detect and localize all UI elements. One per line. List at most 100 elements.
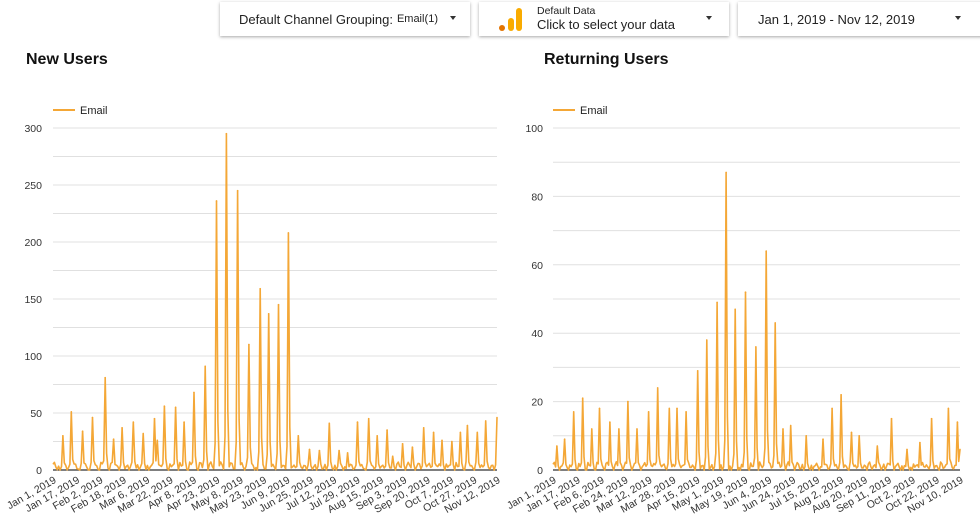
data-point (248, 343, 250, 346)
data-point (609, 421, 611, 423)
data-point (401, 442, 404, 445)
y-tick-label: 0 (36, 465, 42, 477)
data-point (744, 291, 747, 293)
data-point (876, 445, 879, 447)
data-point (432, 431, 435, 434)
data-source-label: Default Data (537, 5, 596, 17)
data-point (215, 200, 218, 202)
y-tick-label: 0 (537, 465, 543, 477)
data-point (676, 407, 678, 410)
legend-label: Email (580, 105, 608, 117)
data-point (831, 407, 833, 410)
data-point (705, 339, 708, 341)
y-tick-label: 300 (24, 123, 42, 135)
data-point (367, 417, 370, 420)
analytics-logo-icon (499, 8, 522, 31)
data-point (765, 250, 767, 252)
data-point (193, 391, 195, 394)
data-point (132, 421, 135, 423)
data-point (267, 313, 270, 315)
y-tick-label: 100 (24, 351, 42, 363)
channel-filter-label: Default Channel Grouping: (239, 11, 393, 27)
data-point (725, 171, 727, 174)
data-point (356, 421, 359, 423)
data-point (930, 417, 933, 420)
y-tick-label: 200 (24, 237, 42, 249)
data-point (204, 365, 207, 368)
y-tick-label: 60 (531, 260, 543, 272)
data-point (805, 435, 808, 437)
data-source-selector[interactable]: Default Data Click to select your data (479, 2, 729, 36)
data-point (618, 428, 620, 430)
data-point (346, 452, 349, 454)
data-point (782, 428, 784, 430)
data-point (70, 411, 73, 413)
data-point (947, 407, 950, 410)
date-range-selector[interactable]: Jan 1, 2019 - Nov 12, 2019 (738, 2, 980, 36)
date-range-value: Jan 1, 2019 - Nov 12, 2019 (758, 11, 915, 27)
data-point (81, 430, 84, 433)
data-point (956, 421, 959, 423)
data-point (734, 308, 736, 311)
data-point (840, 393, 842, 396)
data-point (391, 455, 394, 458)
data-point (328, 422, 331, 425)
data-point (183, 421, 185, 423)
data-point (484, 420, 487, 422)
data-point (850, 431, 853, 434)
data-point (716, 301, 718, 304)
data-point (556, 445, 558, 447)
data-point (338, 449, 340, 452)
chevron-down-icon (450, 16, 456, 20)
data-point (156, 439, 159, 442)
data-point (668, 407, 671, 410)
data-point (496, 416, 498, 419)
chevron-down-icon (955, 16, 961, 20)
y-tick-label: 20 (531, 397, 543, 409)
data-point (636, 428, 638, 430)
channel-filter-value: Email (396, 13, 425, 25)
data-point (919, 441, 921, 444)
y-tick-label: 150 (24, 294, 42, 306)
data-point (774, 322, 777, 324)
data-point (112, 438, 115, 441)
data-point (297, 435, 300, 437)
y-tick-label: 100 (525, 123, 543, 135)
legend-label: Email (80, 105, 108, 117)
data-point (104, 376, 106, 379)
data-point (476, 431, 479, 434)
data-point (685, 411, 687, 413)
data-point (386, 429, 388, 431)
data-point (91, 416, 94, 419)
data-point (627, 400, 629, 403)
data-point (858, 435, 861, 437)
data-point (121, 427, 123, 429)
data-point (755, 346, 757, 348)
data-point (287, 232, 290, 234)
data-source-prompt: Click to select your data (537, 17, 676, 32)
channel-grouping-filter[interactable]: Default Channel Grouping: Email (1) (220, 2, 470, 36)
data-point (142, 432, 145, 435)
y-tick-label: 80 (531, 191, 543, 203)
chart-title-returning-users: Returning Users (544, 51, 669, 68)
data-point (62, 435, 64, 437)
data-point (225, 132, 228, 135)
data-point (598, 407, 601, 410)
y-tick-label: 250 (24, 180, 42, 192)
data-point (153, 417, 156, 420)
data-point (572, 411, 575, 413)
data-point (236, 189, 239, 192)
data-point (441, 439, 443, 442)
data-point (466, 424, 469, 427)
data-point (647, 411, 650, 413)
data-point (789, 424, 792, 427)
data-point (411, 446, 414, 449)
data-point (590, 428, 593, 430)
data-point (656, 387, 659, 389)
data-point (277, 303, 280, 306)
data-point (376, 435, 378, 437)
data-point (318, 449, 321, 452)
data-point (422, 427, 425, 429)
